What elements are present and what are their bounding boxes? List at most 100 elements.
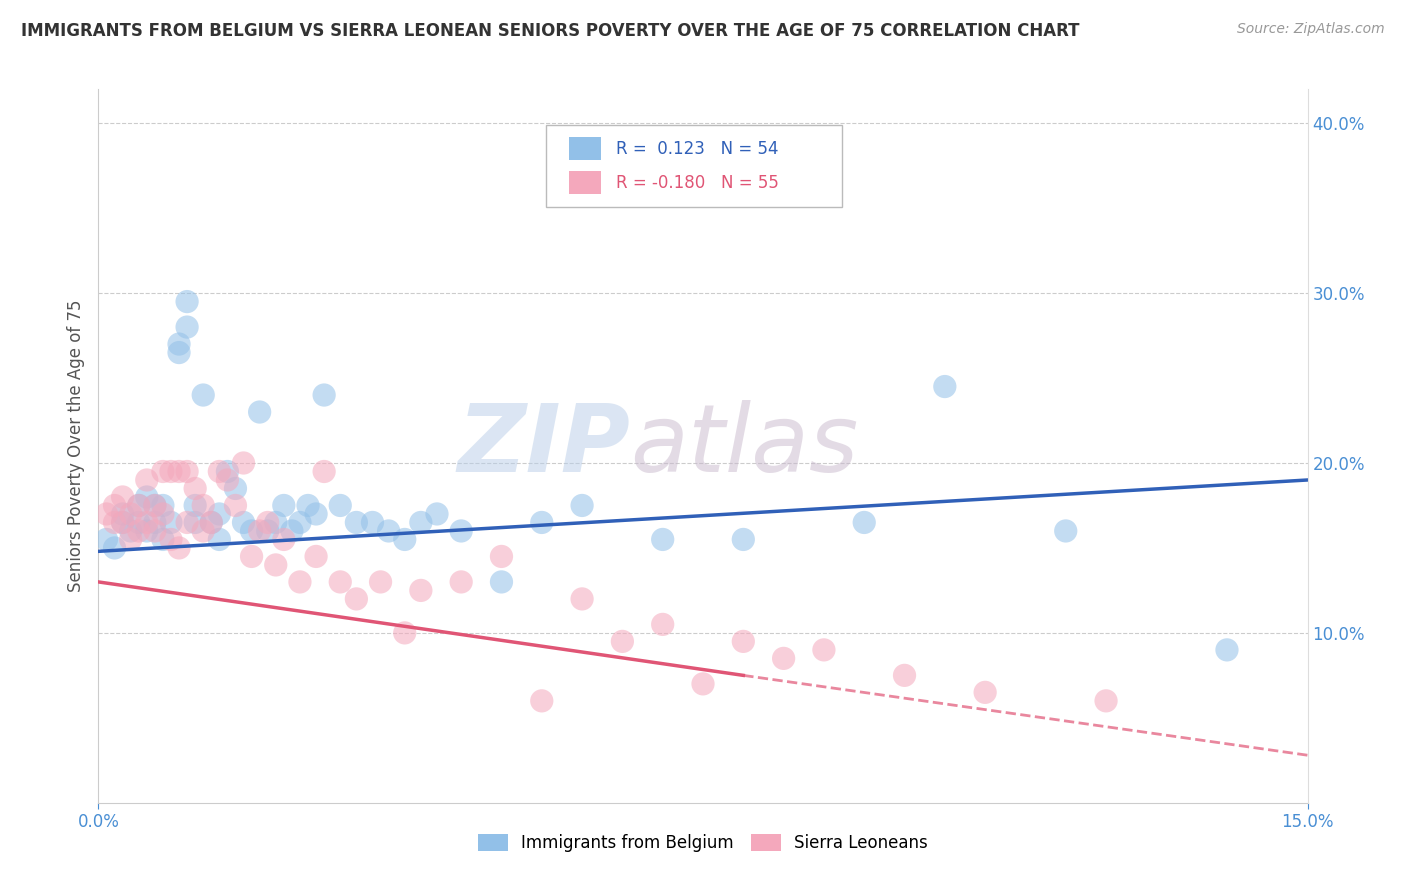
Point xyxy=(217,465,239,479)
Point xyxy=(273,499,295,513)
Point xyxy=(491,574,513,589)
Point xyxy=(160,465,183,479)
Point xyxy=(208,465,231,479)
Legend: Immigrants from Belgium, Sierra Leoneans: Immigrants from Belgium, Sierra Leoneans xyxy=(471,827,935,859)
Point xyxy=(135,473,157,487)
Point xyxy=(692,677,714,691)
Point xyxy=(224,499,246,513)
Point xyxy=(135,490,157,504)
Point xyxy=(394,533,416,547)
FancyBboxPatch shape xyxy=(569,171,602,194)
Point xyxy=(240,549,263,564)
Point xyxy=(733,634,755,648)
Point xyxy=(111,490,134,504)
Point xyxy=(344,516,367,530)
Text: ZIP: ZIP xyxy=(457,400,630,492)
Point xyxy=(184,516,207,530)
Point xyxy=(128,524,150,538)
Point xyxy=(217,473,239,487)
Point xyxy=(813,643,835,657)
Point xyxy=(167,541,190,555)
Point xyxy=(111,516,134,530)
Point xyxy=(273,533,295,547)
Point xyxy=(128,516,150,530)
Point xyxy=(176,294,198,309)
Point xyxy=(281,524,304,538)
Point xyxy=(103,541,125,555)
Point xyxy=(143,524,166,538)
Point xyxy=(491,549,513,564)
Text: IMMIGRANTS FROM BELGIUM VS SIERRA LEONEAN SENIORS POVERTY OVER THE AGE OF 75 COR: IMMIGRANTS FROM BELGIUM VS SIERRA LEONEA… xyxy=(21,22,1080,40)
Point xyxy=(152,465,174,479)
Point xyxy=(571,591,593,606)
Point xyxy=(120,524,142,538)
Point xyxy=(143,516,166,530)
Point xyxy=(288,516,311,530)
Point xyxy=(256,524,278,538)
Point xyxy=(193,524,215,538)
Point xyxy=(305,549,328,564)
Point xyxy=(208,507,231,521)
Point xyxy=(111,516,134,530)
Point xyxy=(314,465,336,479)
Point xyxy=(232,516,254,530)
Text: atlas: atlas xyxy=(630,401,859,491)
Point xyxy=(200,516,222,530)
Point xyxy=(450,524,472,538)
Point xyxy=(651,617,673,632)
Point xyxy=(329,499,352,513)
Text: Source: ZipAtlas.com: Source: ZipAtlas.com xyxy=(1237,22,1385,37)
Point xyxy=(135,516,157,530)
Point xyxy=(249,524,271,538)
Point xyxy=(111,507,134,521)
Point xyxy=(1095,694,1118,708)
Point xyxy=(394,626,416,640)
Point xyxy=(288,574,311,589)
Point xyxy=(160,533,183,547)
Point xyxy=(96,507,118,521)
FancyBboxPatch shape xyxy=(569,137,602,161)
Point xyxy=(530,694,553,708)
Point xyxy=(103,516,125,530)
Point xyxy=(160,516,183,530)
Point xyxy=(232,456,254,470)
Point xyxy=(176,516,198,530)
Point xyxy=(200,516,222,530)
Point xyxy=(167,465,190,479)
Point xyxy=(409,516,432,530)
Text: R = -0.180   N = 55: R = -0.180 N = 55 xyxy=(616,174,779,192)
Point xyxy=(224,482,246,496)
Point xyxy=(370,574,392,589)
Point xyxy=(128,499,150,513)
Point xyxy=(249,405,271,419)
Point xyxy=(152,533,174,547)
Point xyxy=(314,388,336,402)
Point xyxy=(176,465,198,479)
Point xyxy=(934,379,956,393)
Point xyxy=(208,533,231,547)
Point xyxy=(1216,643,1239,657)
Point xyxy=(450,574,472,589)
Point xyxy=(530,516,553,530)
FancyBboxPatch shape xyxy=(546,125,842,207)
Point xyxy=(135,524,157,538)
Text: R =  0.123   N = 54: R = 0.123 N = 54 xyxy=(616,140,779,158)
Point xyxy=(193,499,215,513)
Point xyxy=(240,524,263,538)
Point xyxy=(893,668,915,682)
Point xyxy=(256,516,278,530)
Point xyxy=(305,507,328,521)
Point xyxy=(143,499,166,513)
Point xyxy=(853,516,876,530)
Point xyxy=(426,507,449,521)
Point xyxy=(128,499,150,513)
Point xyxy=(103,499,125,513)
Point xyxy=(184,482,207,496)
Point xyxy=(96,533,118,547)
Point xyxy=(329,574,352,589)
Point xyxy=(409,583,432,598)
Point xyxy=(167,337,190,351)
Point xyxy=(974,685,997,699)
Point xyxy=(120,533,142,547)
Point xyxy=(152,499,174,513)
